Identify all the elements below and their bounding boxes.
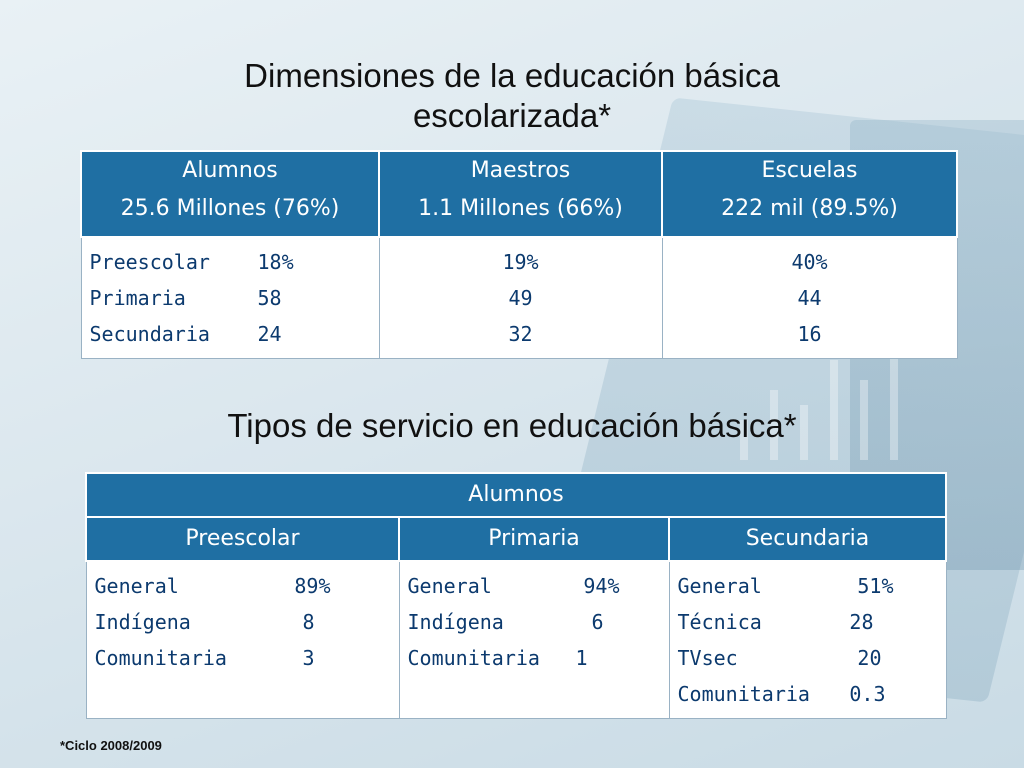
row-value: 58 (257, 286, 282, 310)
item-value: 28 (849, 610, 874, 634)
table-row: Primaria 58 (82, 280, 379, 316)
tipos-servicio-table: Alumnos Preescolar Primaria Secundaria G… (85, 472, 947, 719)
item-value: 8 (302, 610, 315, 634)
row-value: 24 (257, 322, 282, 346)
cell-value: 49 (508, 286, 533, 310)
escuelas-breakdown-cell: 40% 44 16 (661, 236, 958, 359)
item-value: 20 (857, 646, 882, 670)
item-label: Comunitaria (94, 646, 227, 670)
slide-title-tipos-servicio: Tipos de servicio en educación básica* (227, 407, 797, 444)
item-label: Indígena (94, 610, 191, 634)
header-number: 1.1 (418, 196, 454, 221)
item-label: General (677, 574, 762, 598)
header-maestros: Maestros 1.1 Millones (66%) (378, 150, 663, 238)
header-alumnos: Alumnos 25.6 Millones (76%) (80, 150, 380, 238)
item-value: 3 (302, 646, 315, 670)
list-item: General 51% (670, 568, 946, 604)
list-item: Indígena 8 (87, 604, 399, 640)
cell-value: 19% (502, 250, 539, 274)
header-detail: mil (89.5%) (763, 196, 898, 221)
table-row: Preescolar 18% (82, 244, 379, 280)
row-label: Preescolar (89, 250, 210, 274)
alumnos-breakdown-cell: Preescolar 18% Primaria 58 Secundaria 24 (80, 236, 380, 359)
item-label: Comunitaria (407, 646, 540, 670)
background-bars-graphic (740, 350, 960, 470)
header-primaria: Primaria (398, 516, 670, 562)
list-item: Comunitaria 1 (400, 640, 669, 676)
footnote: *Ciclo 2008/2009 (60, 738, 162, 753)
table-row: Secundaria 24 (82, 316, 379, 352)
header-escuelas: Escuelas 222 mil (89.5%) (661, 150, 958, 238)
item-value: 89% (294, 574, 331, 598)
dimensiones-table: Alumnos 25.6 Millones (76%) Maestros 1.1… (80, 150, 958, 359)
cell-value: 44 (797, 286, 822, 310)
secundaria-cell: General 51% Técnica 28 TVsec 20 Comunitaria… (668, 560, 947, 719)
item-label: Indígena (407, 610, 504, 634)
list-item: Comunitaria 0.3 (670, 676, 946, 712)
item-label: General (407, 574, 492, 598)
item-value: 6 (591, 610, 604, 634)
list-item: General 89% (87, 568, 399, 604)
header-secundaria: Secundaria (668, 516, 947, 562)
preescolar-cell: General 89% Indígena 8 Comunitaria 3 (85, 560, 400, 719)
header-label: Alumnos (182, 158, 278, 183)
item-label: TVsec (677, 646, 738, 670)
item-value: 1 (575, 646, 588, 670)
cell-value: 32 (508, 322, 533, 346)
header-label: Escuelas (761, 158, 858, 183)
slide-title-dimensiones: Dimensiones de la educación básica escol… (244, 57, 780, 134)
list-item: TVsec 20 (670, 640, 946, 676)
cell-value: 40% (791, 250, 828, 274)
header-preescolar: Preescolar (85, 516, 400, 562)
item-value: 0.3 (849, 682, 886, 706)
item-label: General (94, 574, 179, 598)
header-number: 25.6 (120, 196, 170, 221)
header-alumnos: Alumnos (85, 472, 947, 518)
header-label: Maestros (470, 158, 571, 183)
list-item: Comunitaria 3 (87, 640, 399, 676)
header-detail: Millones (66%) (453, 196, 623, 221)
row-label: Secundaria (89, 322, 210, 346)
maestros-breakdown-cell: 19% 49 32 (378, 236, 663, 359)
list-item: General 94% (400, 568, 669, 604)
list-item: Técnica 28 (670, 604, 946, 640)
item-value: 94% (583, 574, 620, 598)
cell-value: 16 (797, 322, 822, 346)
primaria-cell: General 94% Indígena 6 Comunitaria 1 (398, 560, 670, 719)
row-value: 18% (257, 250, 294, 274)
list-item: Indígena 6 (400, 604, 669, 640)
row-label: Primaria (89, 286, 186, 310)
header-number: 222 (721, 196, 764, 221)
header-detail: Millones (76%) (169, 196, 340, 221)
item-value: 51% (857, 574, 894, 598)
item-label: Técnica (677, 610, 762, 634)
item-label: Comunitaria (677, 682, 810, 706)
